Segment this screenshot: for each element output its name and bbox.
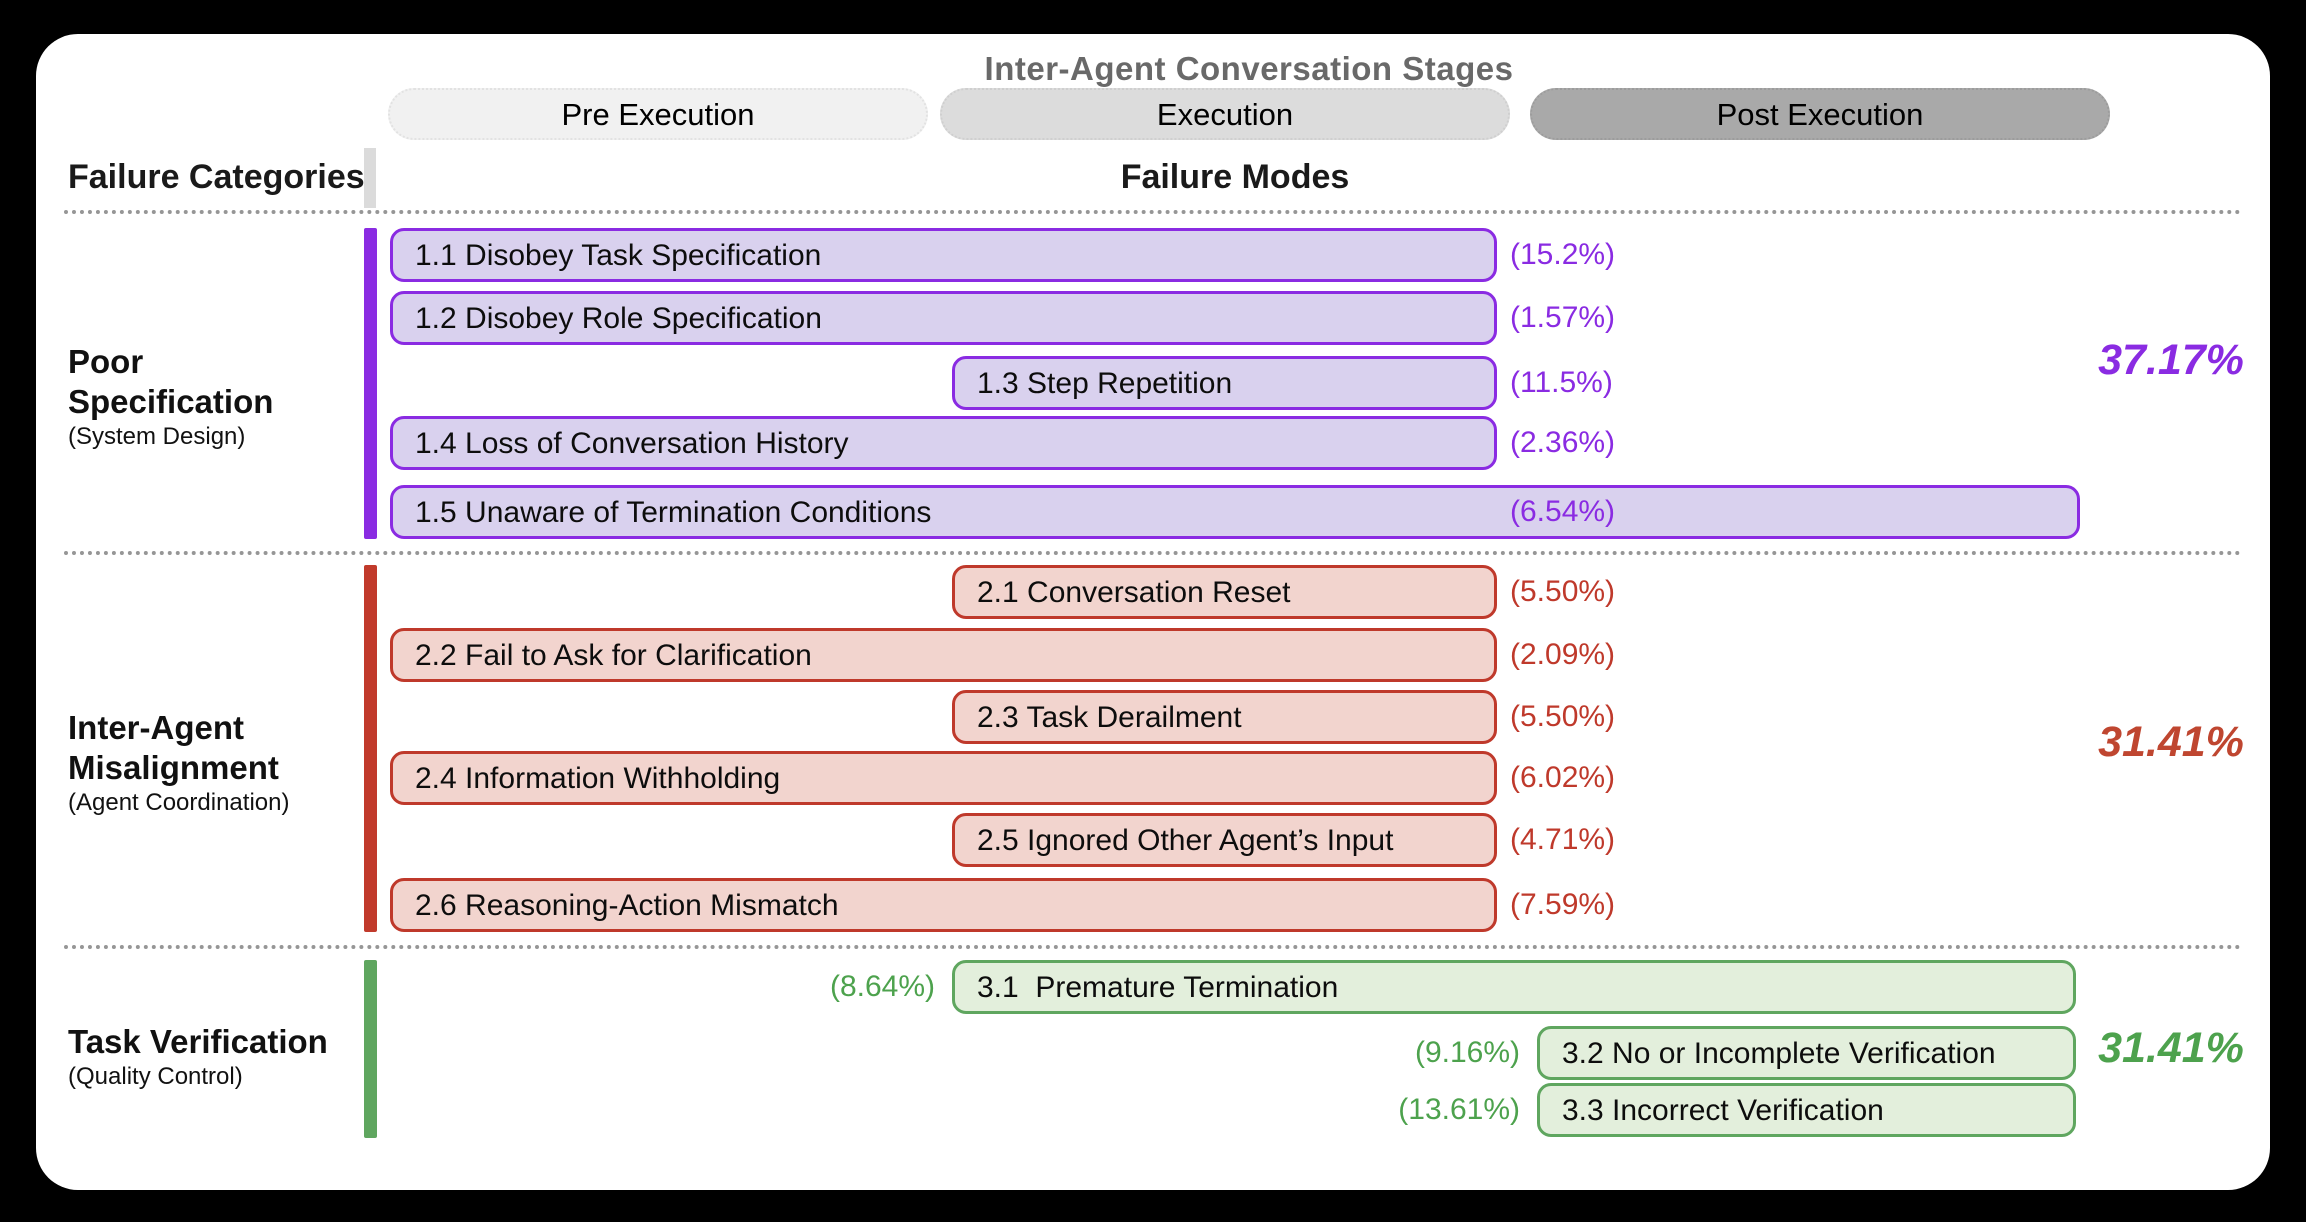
mode-2-5-pct: (4.71%) (1510, 823, 1616, 856)
mode-1-4-pct: (2.36%) (1510, 426, 1616, 459)
mode-1-2-pct: (1.57%) (1510, 301, 1616, 334)
total-inter-agent-misalignment: 31.41% (2098, 718, 2244, 766)
mode-2-4-pct: (6.02%) (1510, 761, 1616, 794)
mode-2-1-box: 2.1 Conversation Reset (952, 565, 1497, 619)
stages-title: Inter-Agent Conversation Stages (984, 50, 1514, 87)
failure-modes-header: Failure Modes (1120, 158, 1350, 196)
taxonomy-figure-card: Inter-Agent Conversation Stages Pre Exec… (36, 34, 2270, 1190)
total-poor-specification: 37.17% (2098, 336, 2244, 384)
stage-pill-post-execution: Post Execution (1530, 88, 2110, 140)
stage-pill-pre-execution: Pre Execution (388, 88, 928, 140)
mode-3-2-box: 3.2 No or Incomplete Verification (1537, 1026, 2076, 1080)
mode-2-2-box: 2.2 Fail to Ask for Clarification (390, 628, 1497, 682)
section-bar-poor-specification (364, 228, 377, 539)
section-bar-task-verification (364, 960, 377, 1138)
mode-1-5-box: 1.5 Unaware of Termination Conditions (390, 485, 2080, 539)
category-name: Misalignment (68, 749, 279, 786)
mode-1-1-label: 1.1 Disobey Task Specification (415, 239, 822, 272)
category-inter-agent-misalignment: Inter-Agent Misalignment (Agent Coordina… (68, 708, 358, 818)
mode-1-1-box: 1.1 Disobey Task Specification (390, 228, 1497, 282)
mode-1-3-pct: (11.5%) (1510, 366, 1613, 399)
category-name: Task Verification (68, 1023, 328, 1060)
mode-2-5-label: 2.5 Ignored Other Agent’s Input (977, 824, 1394, 857)
mode-1-4-label: 1.4 Loss of Conversation History (415, 427, 849, 460)
mode-3-1-pct: (8.64%) (829, 970, 935, 1003)
mode-1-3-box: 1.3 Step Repetition (952, 356, 1497, 410)
category-subtitle: (Agent Coordination) (68, 789, 290, 816)
mode-1-2-label: 1.2 Disobey Role Specification (415, 302, 822, 335)
mode-2-6-pct: (7.59%) (1510, 888, 1616, 921)
mode-2-3-label: 2.3 Task Derailment (977, 701, 1242, 734)
mode-2-5-box: 2.5 Ignored Other Agent’s Input (952, 813, 1497, 867)
mode-1-5-label: 1.5 Unaware of Termination Conditions (415, 496, 932, 529)
category-poor-specification: Poor Specification (System Design) (68, 342, 358, 452)
mode-2-3-box: 2.3 Task Derailment (952, 690, 1497, 744)
mode-3-2-label: 3.2 No or Incomplete Verification (1562, 1037, 1996, 1070)
mode-3-3-pct: (13.61%) (1398, 1093, 1520, 1126)
mode-1-4-box: 1.4 Loss of Conversation History (390, 416, 1497, 470)
mode-2-1-label: 2.1 Conversation Reset (977, 576, 1291, 609)
failure-categories-header: Failure Categories (68, 158, 365, 196)
stage-pill-execution: Execution (940, 88, 1510, 140)
mode-2-2-label: 2.2 Fail to Ask for Clarification (415, 639, 812, 672)
mode-2-4-box: 2.4 Information Withholding (390, 751, 1497, 805)
total-task-verification: 31.41% (2098, 1024, 2244, 1072)
mode-3-1-label: 3.1 Premature Termination (977, 971, 1339, 1004)
category-name: Poor (68, 343, 144, 380)
mode-1-3-label: 1.3 Step Repetition (977, 367, 1233, 400)
mode-1-1-pct: (15.2%) (1510, 238, 1616, 271)
mode-1-5-pct: (6.54%) (1510, 495, 1616, 528)
category-subtitle: (Quality Control) (68, 1063, 243, 1090)
mode-1-2-box: 1.2 Disobey Role Specification (390, 291, 1497, 345)
mode-3-3-label: 3.3 Incorrect Verification (1562, 1094, 1884, 1127)
category-subtitle: (System Design) (68, 423, 246, 450)
divider-section-2-3 (64, 945, 2242, 949)
mode-2-1-pct: (5.50%) (1510, 575, 1616, 608)
mode-2-2-pct: (2.09%) (1510, 638, 1616, 671)
divider-section-1-2 (64, 551, 2242, 555)
mode-2-6-label: 2.6 Reasoning-Action Mismatch (415, 889, 839, 922)
category-task-verification: Task Verification (Quality Control) (68, 1022, 358, 1092)
mode-3-3-box: 3.3 Incorrect Verification (1537, 1083, 2076, 1137)
divider-header (64, 210, 2242, 214)
mode-2-6-box: 2.6 Reasoning-Action Mismatch (390, 878, 1497, 932)
mode-2-3-pct: (5.50%) (1510, 700, 1616, 733)
mode-2-4-label: 2.4 Information Withholding (415, 762, 781, 795)
category-name: Specification (68, 383, 274, 420)
mode-3-2-pct: (9.16%) (1414, 1036, 1520, 1069)
section-bar-inter-agent-misalignment (364, 565, 377, 932)
category-name: Inter-Agent (68, 709, 244, 746)
mode-3-1-box: 3.1 Premature Termination (952, 960, 2076, 1014)
header-divider-bar (364, 148, 376, 208)
